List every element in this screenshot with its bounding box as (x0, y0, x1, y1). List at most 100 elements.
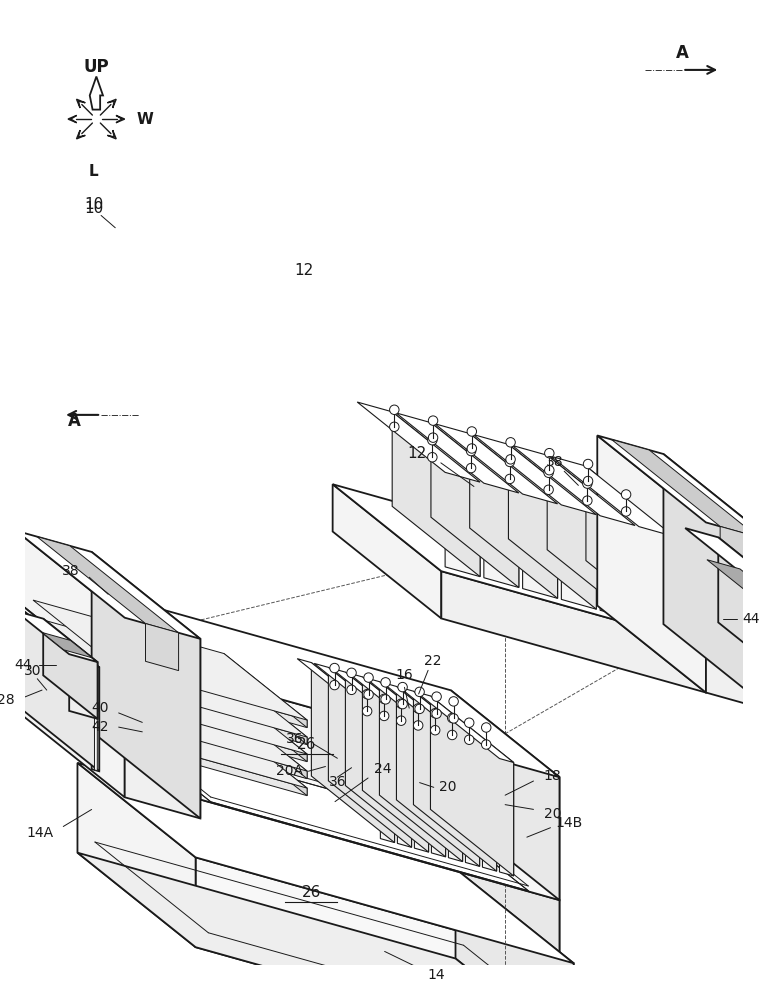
Polygon shape (92, 665, 99, 771)
Polygon shape (124, 618, 200, 818)
Polygon shape (483, 754, 496, 871)
Polygon shape (597, 435, 759, 541)
Polygon shape (449, 744, 462, 862)
Polygon shape (116, 115, 124, 123)
Polygon shape (92, 713, 200, 852)
Polygon shape (116, 667, 307, 728)
Polygon shape (597, 558, 706, 693)
Polygon shape (92, 590, 200, 800)
Polygon shape (483, 483, 519, 587)
Polygon shape (399, 687, 496, 758)
Circle shape (381, 678, 390, 687)
Text: 24: 24 (373, 762, 391, 776)
Polygon shape (455, 869, 574, 1000)
Polygon shape (196, 857, 574, 1000)
Polygon shape (77, 763, 574, 963)
Text: 14A: 14A (26, 826, 53, 840)
Text: 26: 26 (297, 737, 317, 752)
Polygon shape (329, 667, 411, 847)
Circle shape (432, 709, 441, 718)
Polygon shape (706, 522, 759, 711)
Circle shape (389, 422, 399, 432)
Polygon shape (224, 722, 307, 796)
Polygon shape (92, 765, 559, 952)
Text: 36: 36 (286, 732, 304, 746)
Polygon shape (332, 484, 441, 618)
Circle shape (364, 673, 373, 682)
Polygon shape (0, 578, 99, 667)
Text: UP: UP (83, 58, 109, 76)
Polygon shape (512, 445, 635, 526)
Polygon shape (431, 739, 446, 857)
Text: 14: 14 (428, 968, 446, 982)
Polygon shape (445, 472, 480, 577)
Circle shape (467, 427, 477, 436)
Polygon shape (116, 735, 307, 796)
Circle shape (396, 716, 406, 725)
Polygon shape (441, 571, 706, 693)
Polygon shape (414, 691, 496, 871)
Polygon shape (108, 130, 116, 139)
Polygon shape (331, 668, 429, 739)
Text: 20A: 20A (276, 764, 303, 778)
Text: 28: 28 (0, 693, 15, 707)
Text: 22: 22 (424, 654, 442, 668)
Polygon shape (586, 466, 674, 631)
Polygon shape (69, 654, 98, 719)
Circle shape (449, 697, 458, 706)
Polygon shape (90, 77, 103, 110)
Polygon shape (77, 99, 85, 108)
Text: 44: 44 (14, 658, 32, 672)
Polygon shape (663, 454, 759, 711)
Polygon shape (16, 531, 124, 797)
Circle shape (396, 699, 406, 708)
Polygon shape (77, 763, 196, 947)
Circle shape (415, 704, 424, 714)
Circle shape (505, 455, 515, 464)
Polygon shape (116, 701, 307, 762)
Polygon shape (365, 678, 462, 748)
Text: 12: 12 (408, 446, 427, 461)
Circle shape (544, 485, 553, 494)
Circle shape (544, 468, 553, 477)
Circle shape (389, 405, 399, 415)
Text: 18: 18 (543, 769, 561, 783)
Polygon shape (751, 580, 759, 675)
Circle shape (414, 721, 423, 730)
Polygon shape (15, 611, 98, 662)
Circle shape (330, 680, 339, 690)
Polygon shape (383, 682, 480, 753)
Polygon shape (509, 444, 597, 609)
Circle shape (467, 444, 477, 453)
Polygon shape (612, 439, 758, 537)
Polygon shape (200, 677, 559, 900)
Circle shape (622, 507, 631, 516)
Polygon shape (123, 731, 528, 891)
Polygon shape (116, 718, 307, 779)
Polygon shape (224, 688, 307, 762)
Text: 40: 40 (91, 701, 109, 715)
Polygon shape (33, 617, 307, 737)
Circle shape (466, 463, 476, 473)
Polygon shape (224, 654, 307, 728)
Circle shape (364, 690, 373, 699)
Polygon shape (380, 725, 395, 843)
Circle shape (449, 714, 458, 723)
Text: 14B: 14B (556, 816, 583, 830)
Text: 10: 10 (84, 201, 103, 216)
Polygon shape (298, 659, 395, 729)
Polygon shape (431, 423, 519, 587)
Circle shape (583, 479, 592, 488)
Polygon shape (42, 632, 92, 658)
Circle shape (427, 452, 437, 462)
Circle shape (432, 692, 441, 701)
Polygon shape (108, 99, 116, 108)
Text: L: L (89, 164, 99, 179)
Polygon shape (392, 412, 480, 577)
Polygon shape (33, 634, 307, 754)
Polygon shape (357, 402, 480, 482)
Polygon shape (720, 526, 758, 594)
Circle shape (545, 448, 554, 458)
Circle shape (505, 474, 515, 484)
Circle shape (583, 496, 592, 505)
